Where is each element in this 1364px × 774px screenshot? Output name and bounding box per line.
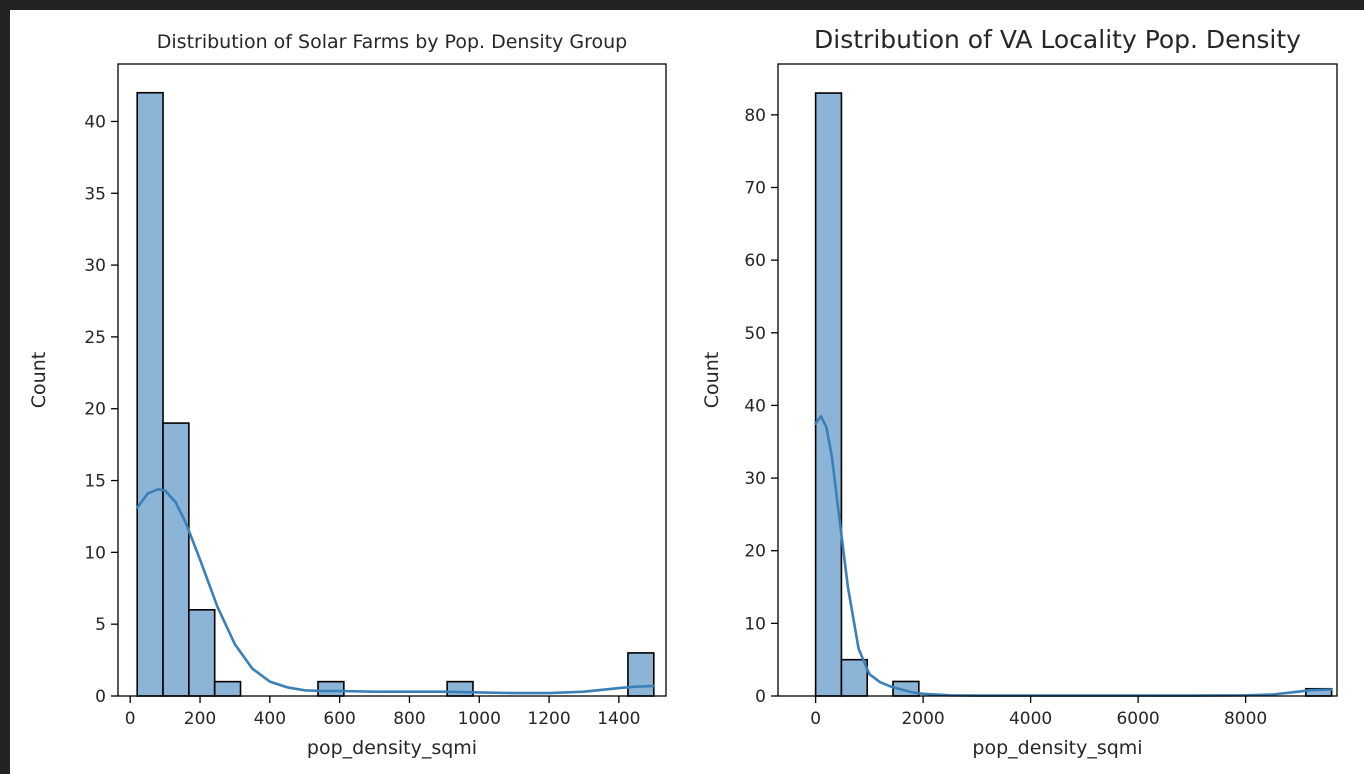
y-tick-label: 30 <box>84 256 106 276</box>
histogram-bar <box>814 92 843 697</box>
y-tick-label: 10 <box>84 543 106 563</box>
x-axis-label: pop_density_sqmi <box>307 737 477 759</box>
histogram-bar <box>188 609 216 697</box>
x-tick-label: 4000 <box>1009 709 1052 729</box>
x-tick-label: 0 <box>810 709 821 729</box>
y-tick-label: 50 <box>744 324 766 344</box>
x-tick-label: 6000 <box>1116 709 1159 729</box>
y-tick-label: 5 <box>95 615 106 635</box>
x-tick-label: 2000 <box>901 709 944 729</box>
y-tick-label: 40 <box>744 396 766 416</box>
axes-frame <box>117 63 667 697</box>
x-tick-label: 1200 <box>527 709 570 729</box>
x-tick-label: 600 <box>323 709 355 729</box>
chart-panel-1: 0 200 400 600 800 1000 1200 1400 0 5 10 15 20 25 30 35 4… <box>28 31 667 759</box>
y-tick-label: 0 <box>755 687 766 707</box>
figure: 0 200 400 600 800 1000 1200 1400 0 5 10 15 20 25 30 35 4… <box>10 10 1364 774</box>
y-tick-label: 60 <box>744 251 766 271</box>
y-axis-label: Count <box>28 352 50 408</box>
axes-frame <box>777 63 1338 697</box>
y-axis-label: Count <box>701 352 723 408</box>
histogram-bar <box>136 91 164 697</box>
kde-curve <box>814 414 1333 697</box>
x-axis-label: pop_density_sqmi <box>972 737 1142 759</box>
chart-title: Distribution of Solar Farms by Pop. Dens… <box>157 31 627 53</box>
histogram-bar <box>840 658 869 697</box>
y-tick-label: 80 <box>744 106 766 126</box>
histogram-figure: 0 200 400 600 800 1000 1200 1400051015202530354… <box>28 25 1338 759</box>
y-tick-label: 20 <box>744 542 766 562</box>
x-tick-label: 0 <box>125 709 136 729</box>
x-tick-label: 400 <box>254 709 286 729</box>
x-tick-label: 1000 <box>458 709 501 729</box>
histogram-bar <box>627 652 655 697</box>
histogram-bar <box>317 680 345 697</box>
histogram-bar <box>446 680 474 697</box>
y-tick-label: 15 <box>84 472 106 492</box>
kde-curve <box>135 487 656 695</box>
y-tick-label: 0 <box>95 687 106 707</box>
histogram-bar <box>162 422 190 697</box>
y-tick-label: 10 <box>744 614 766 634</box>
y-tick-label: 40 <box>84 112 106 132</box>
x-tick-label: 8000 <box>1224 709 1267 729</box>
y-tick-label: 35 <box>84 184 106 204</box>
x-tick-label: 200 <box>184 709 216 729</box>
x-tick-label: 800 <box>393 709 425 729</box>
y-tick-label: 70 <box>744 178 766 198</box>
y-tick-label: 30 <box>744 469 766 489</box>
x-tick-label: 1400 <box>597 709 640 729</box>
chart-panel-2: 0 2000 4000 6000 8000 0 10 20 30 40 50 60 70 80 Distri… <box>701 25 1338 759</box>
y-tick-label: 20 <box>84 400 106 420</box>
histogram-bar <box>213 680 242 697</box>
chart-title: Distribution of VA Locality Pop. Density <box>814 25 1301 54</box>
y-tick-label: 25 <box>84 328 106 348</box>
